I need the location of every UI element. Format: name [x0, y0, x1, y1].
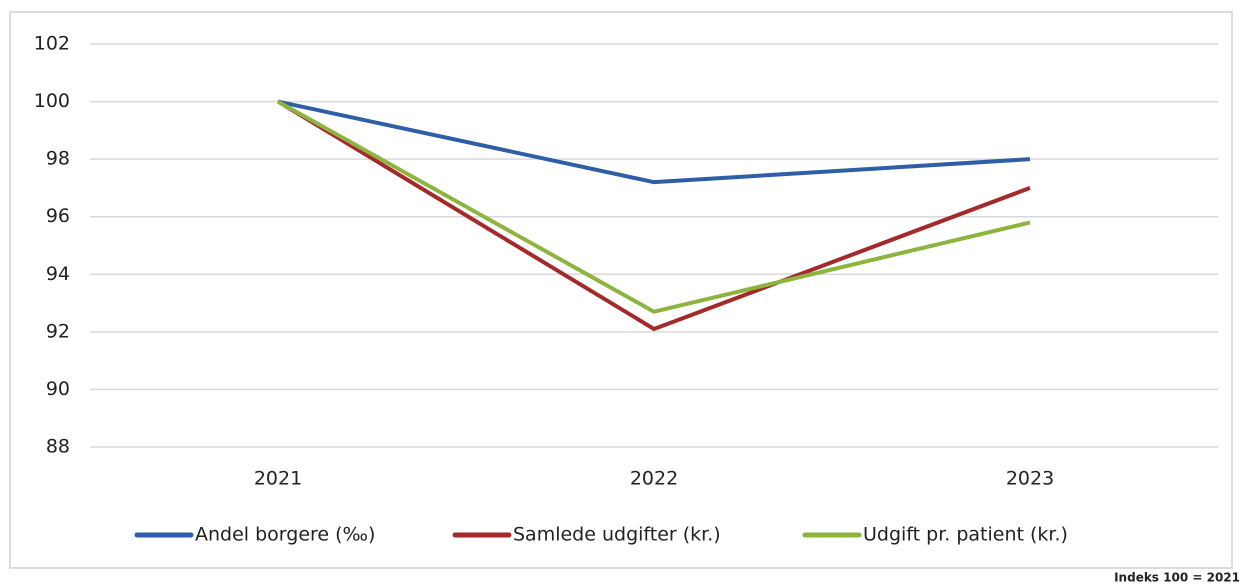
- series-line: [277, 99, 1031, 185]
- chart-frame: [9, 11, 1233, 569]
- y-tick-label: 92: [46, 320, 70, 342]
- y-tick-label: 102: [34, 33, 70, 55]
- y-tick-label: 90: [46, 378, 70, 400]
- footnote: Indeks 100 = 2021: [1114, 571, 1240, 585]
- legend-label: Udgift pr. patient (kr.): [863, 524, 1068, 546]
- legend-label: Andel borgere (‰): [195, 524, 375, 546]
- y-tick-label: 100: [34, 90, 70, 112]
- x-tick-label: 2023: [1006, 468, 1054, 490]
- y-tick-label: 98: [46, 148, 70, 170]
- y-tick-label: 94: [46, 263, 70, 285]
- x-tick-label: 2021: [254, 468, 302, 490]
- y-tick-label: 88: [46, 436, 70, 458]
- legend-label: Samlede udgifter (kr.): [513, 524, 721, 546]
- x-tick-label: 2022: [630, 468, 678, 490]
- series-line: [276, 99, 1031, 331]
- y-tick-label: 96: [46, 205, 70, 227]
- series-line: [277, 99, 1031, 314]
